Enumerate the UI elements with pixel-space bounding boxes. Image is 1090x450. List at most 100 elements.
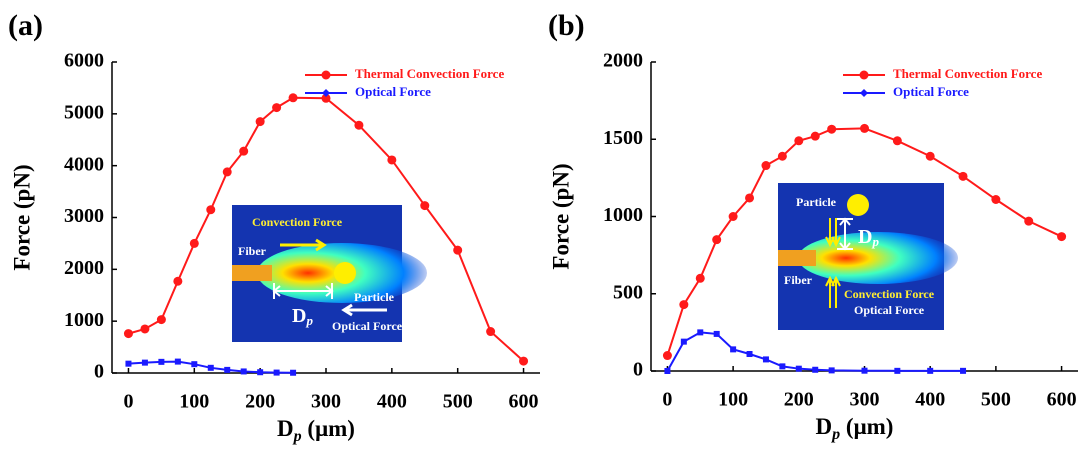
x-tick-label: 300	[850, 389, 880, 411]
x-tick-label: 200	[784, 389, 814, 411]
x-tick-label: 400	[377, 391, 407, 413]
point	[728, 212, 738, 221]
point	[255, 117, 265, 127]
point	[958, 171, 968, 181]
point	[290, 369, 297, 376]
point	[191, 361, 198, 368]
point	[827, 124, 837, 134]
y-tick-label: 1500	[603, 127, 643, 149]
point	[257, 369, 264, 376]
panel-label: (a)	[8, 9, 43, 42]
inset-label: Optical Force	[332, 319, 403, 333]
point	[486, 327, 496, 337]
point	[224, 366, 231, 373]
point	[927, 367, 934, 374]
x-axis-label-part: D	[816, 414, 833, 439]
x-tick-label: 400	[915, 389, 945, 411]
point	[860, 123, 869, 133]
point	[173, 276, 183, 286]
inset: Particle Dp Fiber Convection Force Optic…	[778, 183, 958, 330]
arrow	[272, 283, 334, 299]
fiber-shape	[778, 250, 816, 266]
point	[206, 205, 216, 215]
x-axis-label-part: (μm)	[840, 414, 893, 439]
point	[288, 93, 298, 103]
inset-label: Particle	[796, 195, 837, 209]
point	[664, 368, 671, 374]
legend-marker	[859, 70, 869, 80]
y-tick-label: 6000	[64, 50, 104, 72]
particle-shape	[334, 262, 356, 284]
inset-label: Fiber	[238, 244, 267, 258]
x-axis-label-part: p	[292, 428, 302, 445]
x-tick-label: 300	[311, 391, 341, 413]
legend-label: Optical Force	[355, 84, 431, 99]
inset-label: Optical Force	[854, 303, 925, 317]
point	[680, 338, 687, 345]
x-tick-label: 200	[245, 391, 275, 413]
inset-label: Particle	[354, 290, 395, 304]
series-line	[128, 96, 525, 362]
y-axis-label: Force (pN)	[9, 164, 34, 270]
x-axis-label-part: D	[277, 416, 294, 441]
y-tick-label: 3000	[64, 205, 104, 227]
point	[453, 245, 463, 255]
point	[712, 235, 722, 245]
arrow	[825, 218, 841, 248]
fiber-shape	[232, 265, 272, 281]
y-tick-label: 4000	[64, 153, 104, 175]
inset-label: Dp	[292, 305, 313, 328]
x-tick-label: 600	[1047, 389, 1077, 411]
point	[519, 356, 529, 366]
point	[828, 367, 835, 374]
point	[713, 330, 720, 337]
x-tick-label: 500	[443, 391, 473, 413]
legend-marker	[860, 89, 868, 97]
point	[273, 369, 280, 376]
x-axis-label-part: (μm)	[302, 416, 355, 441]
point	[777, 151, 787, 161]
point	[189, 238, 199, 248]
legend-label: Optical Force	[893, 84, 969, 99]
series-line	[666, 331, 964, 372]
inset-label: Fiber	[784, 273, 813, 287]
point	[207, 364, 214, 371]
x-axis-label: Dp (μm)	[816, 414, 894, 442]
x-tick-label: 0	[123, 391, 133, 413]
point	[697, 329, 704, 336]
point	[140, 324, 150, 334]
y-tick-label: 0	[94, 361, 104, 383]
inset-label: Convection Force	[252, 215, 343, 229]
point	[1057, 232, 1067, 242]
point	[762, 356, 769, 363]
point	[745, 193, 755, 203]
x-tick-label: 0	[662, 389, 672, 411]
panel-label: (b)	[548, 9, 585, 42]
point	[354, 120, 364, 130]
point	[141, 359, 148, 366]
series-line	[666, 127, 1063, 356]
point	[156, 315, 166, 325]
point	[730, 346, 737, 353]
point	[158, 358, 165, 365]
x-tick-label: 500	[981, 389, 1011, 411]
point	[321, 93, 331, 103]
y-tick-label: 500	[613, 281, 643, 303]
point	[240, 368, 247, 375]
point	[812, 366, 819, 373]
y-tick-label: 2000	[64, 257, 104, 279]
y-tick-label: 5000	[64, 101, 104, 123]
x-axis-label: Dp (μm)	[277, 416, 355, 444]
point	[662, 351, 672, 361]
x-tick-label: 100	[179, 391, 209, 413]
point	[779, 363, 786, 370]
y-axis-label: Force (pN)	[548, 163, 573, 269]
point	[679, 300, 689, 310]
inset-label: Convection Force	[844, 287, 935, 301]
inset: Convection Force Fiber Particle Dp Optic…	[232, 205, 427, 342]
legend-marker	[321, 70, 331, 80]
point	[794, 136, 804, 146]
y-tick-label: 1000	[64, 309, 104, 331]
